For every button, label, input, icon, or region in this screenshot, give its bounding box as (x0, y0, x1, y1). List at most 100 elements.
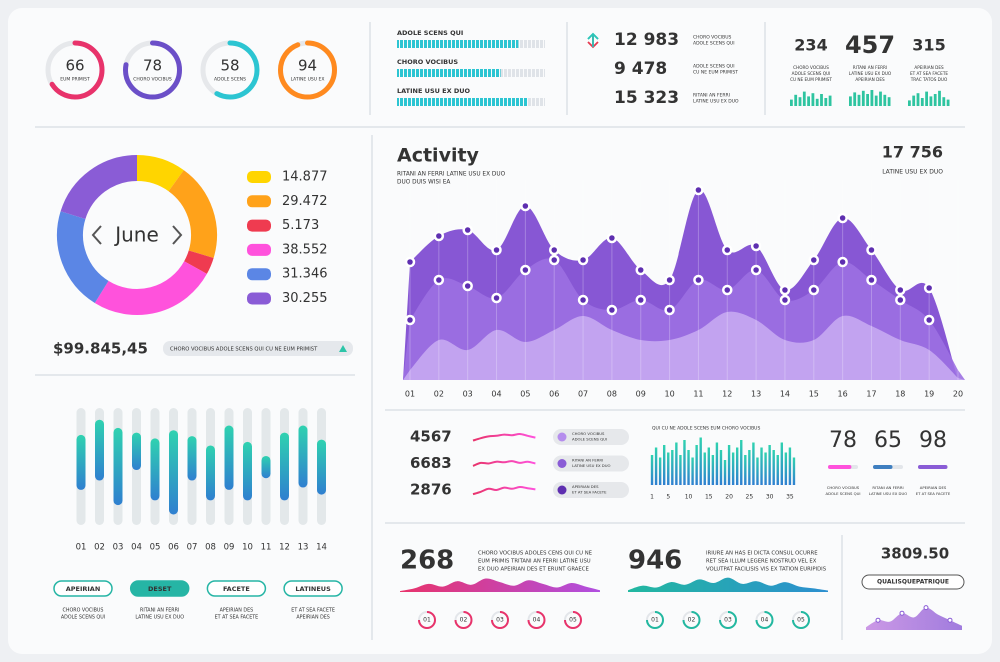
legend-value: 14.877 (282, 170, 328, 185)
label: CHORO VOCIBUS (693, 35, 732, 41)
label: CU NE EUM PRIMIST (790, 77, 832, 82)
label: LATINE USU EX DUO (849, 71, 892, 76)
progress-label: CHORO VOCIBUS (397, 58, 458, 66)
gauge-label: CHORO VOCIBUS (133, 77, 172, 83)
x-tick-label: 08 (205, 543, 216, 553)
x-tick-label: 09 (636, 390, 646, 399)
x-tick-label: 04 (491, 390, 501, 399)
bar (748, 450, 751, 485)
bar (703, 452, 706, 485)
sparkline (472, 432, 536, 442)
label: RITANI AN FERRI (693, 93, 730, 99)
x-tick-label: 11 (261, 543, 272, 553)
range-bar (317, 439, 326, 495)
bar (735, 447, 739, 485)
x-tick-label: 30 (766, 494, 774, 501)
spark-value: 6683 (410, 454, 452, 472)
chip (553, 455, 629, 472)
x-tick-label: 07 (187, 543, 198, 553)
label: APEIRIAN DES (920, 485, 947, 490)
point (635, 264, 646, 276)
x-tick-label: 02 (434, 390, 444, 399)
point (923, 314, 935, 326)
label: ADOLE SCENS QUI (61, 615, 105, 621)
legend-swatch (247, 292, 271, 305)
button[interactable] (53, 580, 113, 597)
range-bar (243, 441, 252, 501)
point (837, 212, 848, 224)
bar (719, 450, 723, 485)
wave (400, 578, 600, 592)
label: EX DUO APEIRIAN DES ET ERUNT GRAECE (478, 567, 589, 573)
mini-bar (938, 90, 941, 106)
spark-value: 2876 (410, 481, 452, 499)
label: VOLUTPAT FACILISIS VIS EX TATION EURIPID… (706, 567, 827, 573)
x-tick-label: 13 (751, 390, 761, 399)
gauge-label: EUM PRIMIST (60, 77, 90, 83)
mini-bar (874, 95, 878, 106)
mini-bar (811, 93, 815, 106)
point (923, 282, 935, 294)
gauge-arc (200, 40, 260, 100)
range-bar (113, 427, 123, 506)
mini-bar (870, 90, 874, 106)
donut-slice (60, 155, 138, 220)
bar (744, 455, 747, 485)
bar (760, 447, 763, 485)
label: ET AT SEA FACETE (910, 71, 948, 76)
x-tick-label: 02 (94, 543, 105, 553)
x-tick-label: 14 (780, 390, 790, 399)
mini-bar (802, 91, 806, 106)
button[interactable] (206, 580, 267, 597)
x-tick-label: 13 (298, 543, 309, 553)
point (577, 294, 589, 306)
total: $99.845,45 (53, 340, 148, 358)
step-arc (792, 611, 810, 629)
mini-bar (879, 91, 882, 106)
label: CHORO VOCIBUS (572, 431, 605, 436)
range-bar (132, 432, 141, 471)
step-label: 04 (761, 617, 769, 624)
button[interactable] (283, 580, 343, 597)
x-tick-label: 16 (838, 390, 848, 399)
mini-bar (798, 97, 802, 106)
mini-bar (887, 97, 891, 106)
final-point (947, 617, 953, 623)
point (548, 254, 560, 266)
legend-swatch (247, 268, 271, 281)
donut-slice (168, 170, 217, 258)
mini-bar (912, 95, 916, 106)
range-bar (169, 430, 178, 515)
mini-bar (820, 94, 823, 106)
label: CU NE EUM PRIMIST (693, 70, 738, 76)
label: ET AT SEA FACETE (291, 608, 335, 614)
activity-total-label: LATINE USU EX DUO (882, 169, 943, 176)
button-label: DESET (148, 585, 172, 593)
bar (792, 457, 796, 485)
gauge-label: LATINE USU EX (291, 77, 325, 83)
button[interactable] (129, 580, 190, 597)
progress-fill (397, 69, 501, 77)
step-label: 05 (569, 617, 577, 624)
range-bar (261, 455, 271, 479)
note-arrow (339, 345, 347, 352)
x-tick-label: 10 (664, 390, 674, 399)
mini-value: 234 (794, 36, 827, 55)
point (722, 244, 733, 256)
legend-value: 38.552 (282, 242, 328, 257)
chip (553, 482, 629, 498)
score-fill (918, 465, 948, 469)
mini-bar (908, 100, 911, 106)
spark-value: 4567 (410, 428, 452, 446)
x-tick-label: 06 (549, 390, 559, 399)
bar (683, 440, 686, 485)
point (808, 254, 820, 266)
range-bar (95, 419, 104, 481)
chip-dot (557, 432, 567, 442)
point (664, 304, 675, 316)
sparkline (472, 485, 536, 496)
step-arc (646, 611, 664, 629)
mini-value: 457 (845, 31, 895, 59)
final-area (866, 607, 962, 630)
